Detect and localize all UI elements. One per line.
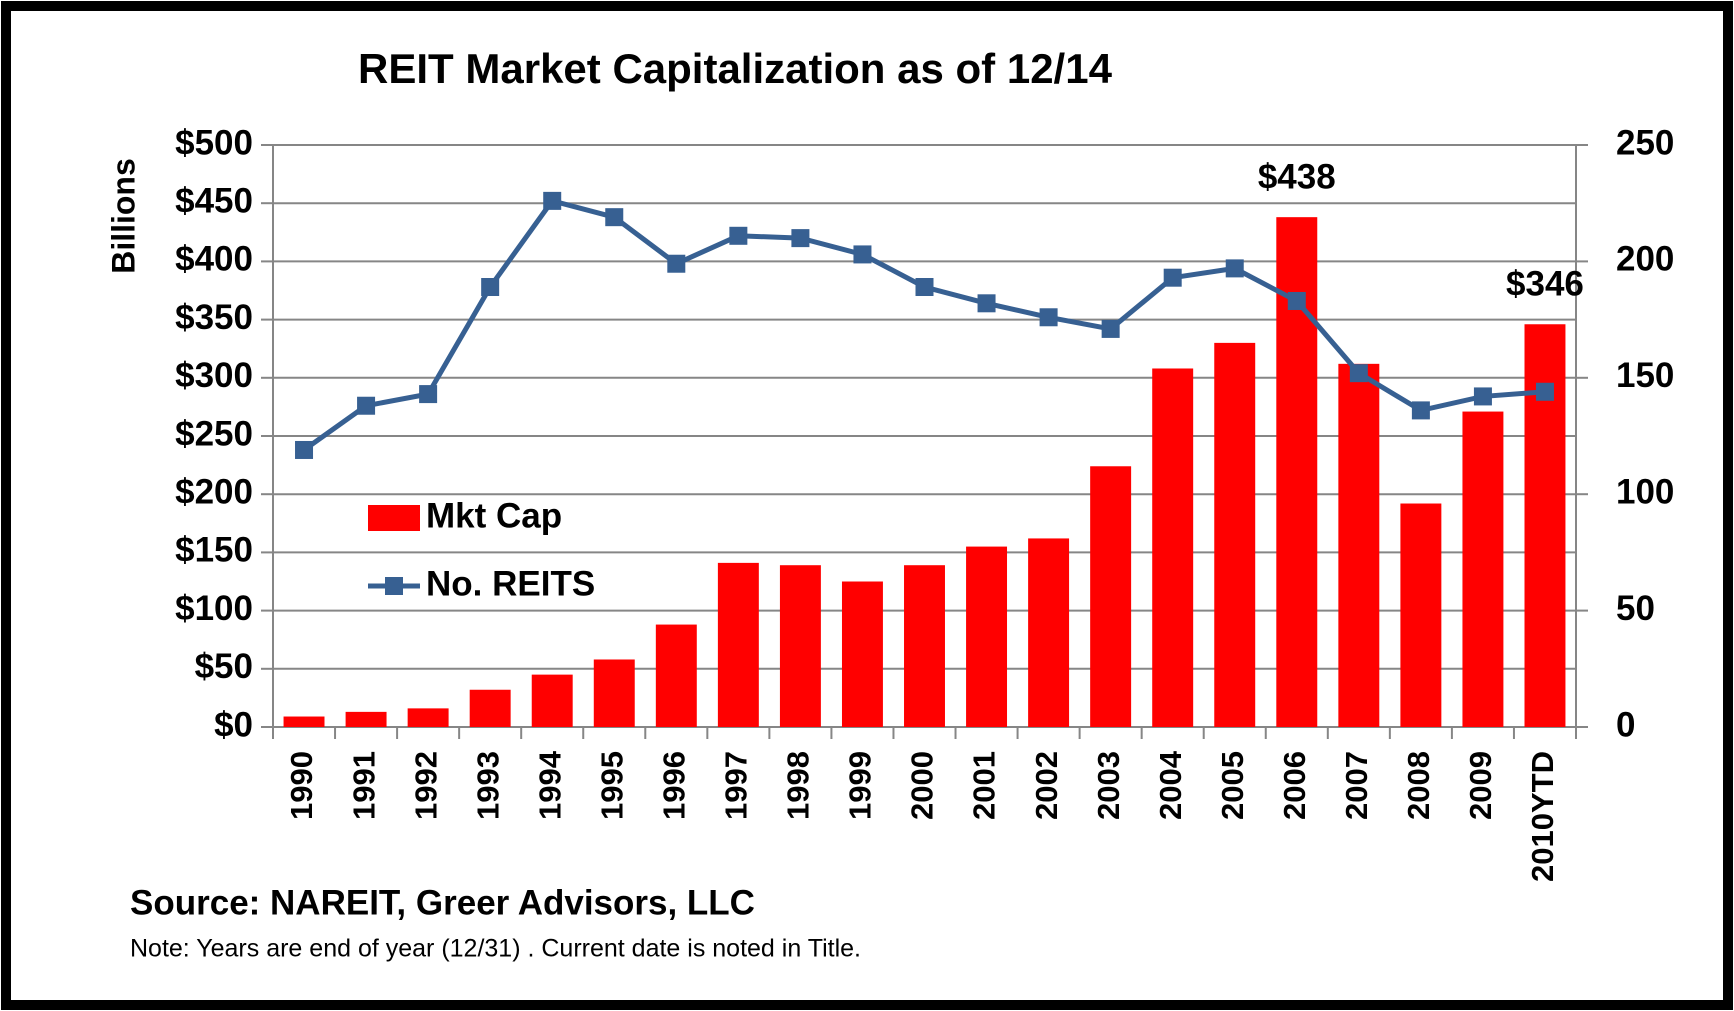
y-tick-label: $500 — [175, 123, 253, 162]
marker — [667, 254, 686, 273]
marker — [1473, 387, 1492, 406]
y2-tick-label: 50 — [1616, 589, 1655, 628]
x-tick-label: 2010YTD — [1525, 751, 1560, 882]
marker — [1411, 401, 1430, 420]
marker — [543, 191, 562, 210]
x-tick-label: 1993 — [470, 751, 505, 820]
bar — [407, 708, 449, 727]
source: Source: NAREIT, Greer Advisors, LLC — [130, 883, 755, 922]
x-tick-label: 1996 — [656, 751, 691, 820]
bar — [283, 716, 325, 727]
x-tick-label: 1994 — [532, 750, 567, 820]
y-tick-label: $250 — [175, 414, 253, 453]
marker — [791, 229, 810, 248]
marker — [1349, 364, 1368, 383]
data-label: $438 — [1258, 157, 1336, 196]
x-tick-label: 1998 — [781, 751, 816, 820]
marker — [977, 294, 996, 313]
y-tick-label: $350 — [175, 298, 253, 337]
marker — [1101, 319, 1120, 338]
bar — [779, 565, 821, 727]
x-tick-label: 2006 — [1277, 751, 1312, 820]
marker — [481, 278, 500, 297]
x-tick-label: 1990 — [284, 751, 319, 820]
y-tick-label: $100 — [175, 589, 253, 628]
x-tick-label: 1999 — [843, 751, 878, 820]
bar — [966, 546, 1008, 727]
y-tick-label: $300 — [175, 356, 253, 395]
bar — [904, 565, 945, 727]
y-tick-label: $200 — [175, 472, 253, 511]
legend-label: No. REITS — [426, 564, 595, 603]
x-tick-label: 2002 — [1029, 751, 1064, 820]
bar — [1462, 411, 1504, 727]
y-tick-label: $400 — [175, 240, 253, 279]
marker — [357, 396, 376, 415]
x-tick-label: 1995 — [594, 751, 629, 820]
bar — [345, 711, 387, 727]
x-tick-label: 2001 — [967, 751, 1002, 820]
x-tick-label: 2005 — [1215, 751, 1250, 820]
y-tick-label: $0 — [214, 705, 253, 744]
bar — [717, 562, 759, 727]
bar — [593, 659, 635, 727]
x-tick-label: 2003 — [1091, 751, 1126, 820]
y2-tick-label: 100 — [1616, 472, 1674, 511]
marker — [915, 278, 934, 297]
bar — [1214, 342, 1256, 727]
x-tick-label: 2004 — [1153, 750, 1188, 820]
legend-swatch — [368, 505, 420, 531]
marker — [1287, 291, 1306, 310]
chart-title: REIT Market Capitalization as of 12/14 — [358, 45, 1113, 92]
y2-tick-label: 0 — [1616, 705, 1635, 744]
y2-tick-label: 200 — [1616, 240, 1674, 279]
y2-tick-label: 250 — [1616, 123, 1674, 162]
bar — [531, 674, 573, 727]
x-tick-label: 2009 — [1463, 751, 1498, 820]
x-tick-label: 1992 — [408, 751, 443, 820]
marker — [1225, 259, 1244, 278]
legend-label: Mkt Cap — [426, 496, 562, 535]
x-tick-label: 1991 — [346, 751, 381, 820]
marker — [853, 245, 872, 264]
marker — [605, 208, 624, 227]
y-tick-label: $150 — [175, 531, 253, 570]
bar — [1028, 538, 1070, 727]
marker — [1163, 268, 1182, 287]
x-tick-label: 2008 — [1401, 751, 1436, 820]
bar — [655, 624, 697, 727]
y-tick-label: $450 — [175, 181, 253, 220]
y-tick-label: $50 — [195, 647, 253, 686]
bar — [1090, 466, 1132, 727]
marker — [729, 226, 748, 245]
x-tick-label: 1997 — [719, 751, 754, 820]
bar — [1338, 363, 1380, 727]
data-label: $346 — [1506, 265, 1584, 304]
x-tick-label: 2000 — [905, 751, 940, 820]
bar — [841, 581, 883, 727]
bar — [1400, 503, 1442, 727]
note: Note: Years are end of year (12/31) . Cu… — [130, 935, 861, 963]
marker — [1535, 382, 1554, 401]
marker — [419, 385, 438, 404]
marker — [295, 440, 314, 459]
bar — [469, 689, 511, 727]
x-tick-label: 2007 — [1339, 751, 1374, 820]
y-axis-label: Billions — [105, 158, 141, 274]
marker — [1039, 308, 1058, 327]
y2-tick-label: 150 — [1616, 356, 1674, 395]
bar — [1152, 368, 1194, 727]
legend-swatch — [385, 577, 403, 595]
